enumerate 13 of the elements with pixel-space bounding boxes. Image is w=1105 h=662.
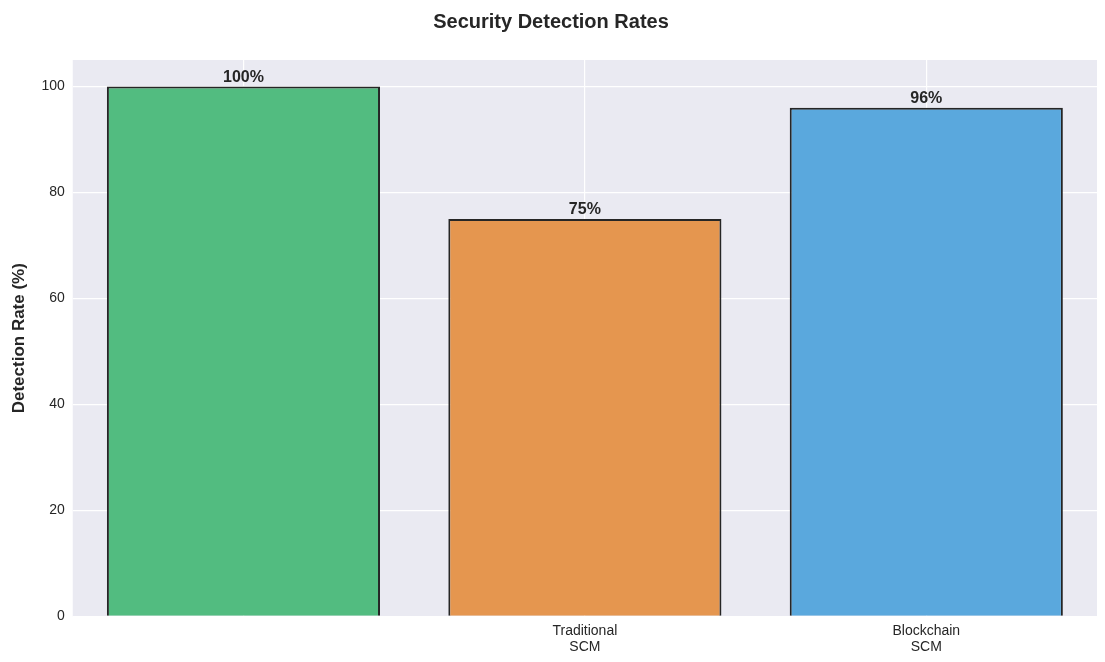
x-tick-label: Traditional SCM xyxy=(552,621,618,655)
data-label: 96% xyxy=(910,89,943,107)
chart-title: Security Detection Rates xyxy=(433,9,669,32)
y-tick-label: 80 xyxy=(49,183,65,200)
y-tick-label: 20 xyxy=(49,501,65,518)
data-label: 100% xyxy=(223,67,264,85)
y-tick-label: 0 xyxy=(56,607,65,624)
y-tick-label: 40 xyxy=(49,395,65,412)
x-tick-label: Blockchain SCM xyxy=(892,621,961,655)
y-axis-title: Detection Rate (%) xyxy=(8,263,28,414)
data-label: 75% xyxy=(568,200,601,218)
y-tick-label: 100 xyxy=(41,77,65,94)
y-tick-label: 60 xyxy=(49,289,65,306)
